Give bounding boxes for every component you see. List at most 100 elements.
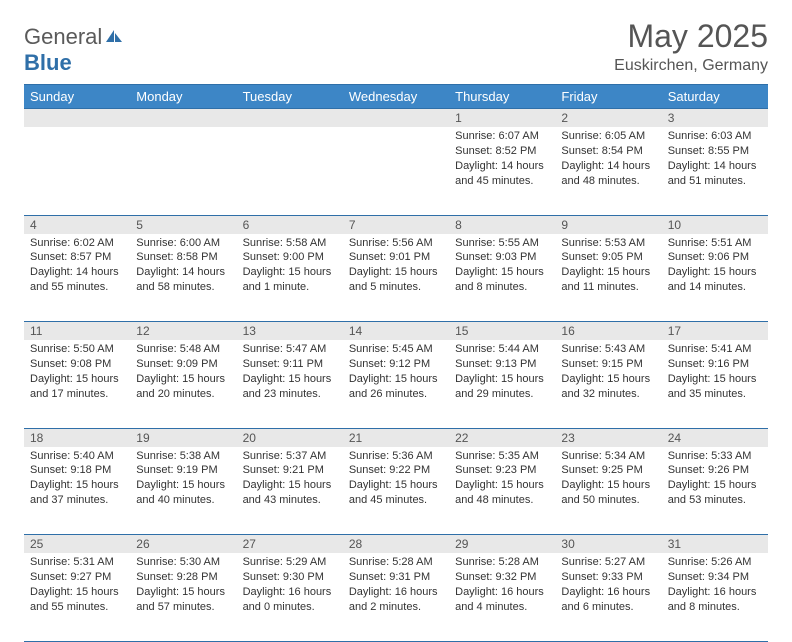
sunset-text: Sunset: 9:03 PM bbox=[455, 250, 549, 265]
sunset-text: Sunset: 9:16 PM bbox=[668, 357, 762, 372]
location: Euskirchen, Germany bbox=[614, 57, 768, 75]
sunrise-text: Sunrise: 5:37 AM bbox=[243, 449, 337, 464]
day-cell: Sunrise: 5:45 AMSunset: 9:12 PMDaylight:… bbox=[343, 340, 449, 428]
sunset-text: Sunset: 8:52 PM bbox=[455, 144, 549, 159]
day-number: 27 bbox=[237, 535, 343, 554]
sunset-text: Sunset: 9:23 PM bbox=[455, 463, 549, 478]
sunset-text: Sunset: 9:25 PM bbox=[561, 463, 655, 478]
sunset-text: Sunset: 9:31 PM bbox=[349, 570, 443, 585]
sunrise-text: Sunrise: 5:27 AM bbox=[561, 555, 655, 570]
day-number: 5 bbox=[130, 215, 236, 234]
weekday-header-row: Sunday Monday Tuesday Wednesday Thursday… bbox=[24, 85, 768, 109]
sunset-text: Sunset: 9:18 PM bbox=[30, 463, 124, 478]
day-cell: Sunrise: 5:44 AMSunset: 9:13 PMDaylight:… bbox=[449, 340, 555, 428]
daylight-text: Daylight: 15 hours and 20 minutes. bbox=[136, 372, 230, 402]
sunset-text: Sunset: 9:30 PM bbox=[243, 570, 337, 585]
day-cell: Sunrise: 5:34 AMSunset: 9:25 PMDaylight:… bbox=[555, 447, 661, 535]
weekday-header: Sunday bbox=[24, 85, 130, 109]
daylight-text: Daylight: 15 hours and 23 minutes. bbox=[243, 372, 337, 402]
day-number: 13 bbox=[237, 322, 343, 341]
day-content-row: Sunrise: 5:31 AMSunset: 9:27 PMDaylight:… bbox=[24, 553, 768, 641]
day-cell: Sunrise: 5:58 AMSunset: 9:00 PMDaylight:… bbox=[237, 234, 343, 322]
sunrise-text: Sunrise: 5:47 AM bbox=[243, 342, 337, 357]
daylight-text: Daylight: 15 hours and 32 minutes. bbox=[561, 372, 655, 402]
sunset-text: Sunset: 9:05 PM bbox=[561, 250, 655, 265]
day-number bbox=[24, 109, 130, 128]
day-number: 14 bbox=[343, 322, 449, 341]
sunset-text: Sunset: 9:12 PM bbox=[349, 357, 443, 372]
day-number: 19 bbox=[130, 428, 236, 447]
daylight-text: Daylight: 15 hours and 57 minutes. bbox=[136, 585, 230, 615]
day-cell bbox=[24, 127, 130, 215]
day-number: 22 bbox=[449, 428, 555, 447]
day-cell: Sunrise: 6:05 AMSunset: 8:54 PMDaylight:… bbox=[555, 127, 661, 215]
day-cell: Sunrise: 5:31 AMSunset: 9:27 PMDaylight:… bbox=[24, 553, 130, 641]
daylight-text: Daylight: 15 hours and 17 minutes. bbox=[30, 372, 124, 402]
sunset-text: Sunset: 9:34 PM bbox=[668, 570, 762, 585]
sunset-text: Sunset: 9:19 PM bbox=[136, 463, 230, 478]
daylight-text: Daylight: 16 hours and 2 minutes. bbox=[349, 585, 443, 615]
weekday-header: Monday bbox=[130, 85, 236, 109]
day-cell: Sunrise: 5:43 AMSunset: 9:15 PMDaylight:… bbox=[555, 340, 661, 428]
day-cell: Sunrise: 5:38 AMSunset: 9:19 PMDaylight:… bbox=[130, 447, 236, 535]
day-number-row: 45678910 bbox=[24, 215, 768, 234]
day-cell: Sunrise: 6:00 AMSunset: 8:58 PMDaylight:… bbox=[130, 234, 236, 322]
daylight-text: Daylight: 16 hours and 8 minutes. bbox=[668, 585, 762, 615]
daylight-text: Daylight: 15 hours and 8 minutes. bbox=[455, 265, 549, 295]
header: GeneralBlue May 2025 Euskirchen, Germany bbox=[24, 18, 768, 76]
day-content-row: Sunrise: 6:02 AMSunset: 8:57 PMDaylight:… bbox=[24, 234, 768, 322]
day-number: 15 bbox=[449, 322, 555, 341]
day-number: 17 bbox=[662, 322, 768, 341]
day-number bbox=[130, 109, 236, 128]
day-cell bbox=[343, 127, 449, 215]
day-cell bbox=[237, 127, 343, 215]
day-cell: Sunrise: 5:51 AMSunset: 9:06 PMDaylight:… bbox=[662, 234, 768, 322]
sunrise-text: Sunrise: 6:00 AM bbox=[136, 236, 230, 251]
page-title: May 2025 bbox=[614, 18, 768, 55]
daylight-text: Daylight: 15 hours and 5 minutes. bbox=[349, 265, 443, 295]
logo-text-2: Blue bbox=[24, 50, 72, 75]
day-number bbox=[237, 109, 343, 128]
title-block: May 2025 Euskirchen, Germany bbox=[614, 18, 768, 75]
sunrise-text: Sunrise: 5:53 AM bbox=[561, 236, 655, 251]
sunset-text: Sunset: 8:57 PM bbox=[30, 250, 124, 265]
day-cell: Sunrise: 5:53 AMSunset: 9:05 PMDaylight:… bbox=[555, 234, 661, 322]
sunrise-text: Sunrise: 5:41 AM bbox=[668, 342, 762, 357]
logo-text-1: General bbox=[24, 24, 102, 49]
day-cell: Sunrise: 5:33 AMSunset: 9:26 PMDaylight:… bbox=[662, 447, 768, 535]
day-number: 29 bbox=[449, 535, 555, 554]
day-cell: Sunrise: 5:36 AMSunset: 9:22 PMDaylight:… bbox=[343, 447, 449, 535]
sunrise-text: Sunrise: 6:05 AM bbox=[561, 129, 655, 144]
sunset-text: Sunset: 9:00 PM bbox=[243, 250, 337, 265]
day-cell: Sunrise: 5:30 AMSunset: 9:28 PMDaylight:… bbox=[130, 553, 236, 641]
day-number: 7 bbox=[343, 215, 449, 234]
day-number: 23 bbox=[555, 428, 661, 447]
sunrise-text: Sunrise: 5:55 AM bbox=[455, 236, 549, 251]
day-cell: Sunrise: 5:28 AMSunset: 9:32 PMDaylight:… bbox=[449, 553, 555, 641]
logo: GeneralBlue bbox=[24, 18, 124, 76]
day-cell: Sunrise: 5:29 AMSunset: 9:30 PMDaylight:… bbox=[237, 553, 343, 641]
day-content-row: Sunrise: 6:07 AMSunset: 8:52 PMDaylight:… bbox=[24, 127, 768, 215]
daylight-text: Daylight: 15 hours and 55 minutes. bbox=[30, 585, 124, 615]
sunrise-text: Sunrise: 5:40 AM bbox=[30, 449, 124, 464]
day-number: 11 bbox=[24, 322, 130, 341]
daylight-text: Daylight: 14 hours and 55 minutes. bbox=[30, 265, 124, 295]
calendar-table: Sunday Monday Tuesday Wednesday Thursday… bbox=[24, 84, 768, 642]
day-cell: Sunrise: 5:55 AMSunset: 9:03 PMDaylight:… bbox=[449, 234, 555, 322]
sunset-text: Sunset: 9:28 PM bbox=[136, 570, 230, 585]
day-content-row: Sunrise: 5:40 AMSunset: 9:18 PMDaylight:… bbox=[24, 447, 768, 535]
sunset-text: Sunset: 9:06 PM bbox=[668, 250, 762, 265]
weekday-header: Wednesday bbox=[343, 85, 449, 109]
day-number: 24 bbox=[662, 428, 768, 447]
sunrise-text: Sunrise: 5:31 AM bbox=[30, 555, 124, 570]
sunrise-text: Sunrise: 6:03 AM bbox=[668, 129, 762, 144]
day-cell: Sunrise: 5:35 AMSunset: 9:23 PMDaylight:… bbox=[449, 447, 555, 535]
sunrise-text: Sunrise: 5:56 AM bbox=[349, 236, 443, 251]
daylight-text: Daylight: 16 hours and 6 minutes. bbox=[561, 585, 655, 615]
weekday-header: Saturday bbox=[662, 85, 768, 109]
daylight-text: Daylight: 15 hours and 1 minute. bbox=[243, 265, 337, 295]
day-number: 4 bbox=[24, 215, 130, 234]
day-number: 1 bbox=[449, 109, 555, 128]
daylight-text: Daylight: 14 hours and 48 minutes. bbox=[561, 159, 655, 189]
daylight-text: Daylight: 15 hours and 14 minutes. bbox=[668, 265, 762, 295]
